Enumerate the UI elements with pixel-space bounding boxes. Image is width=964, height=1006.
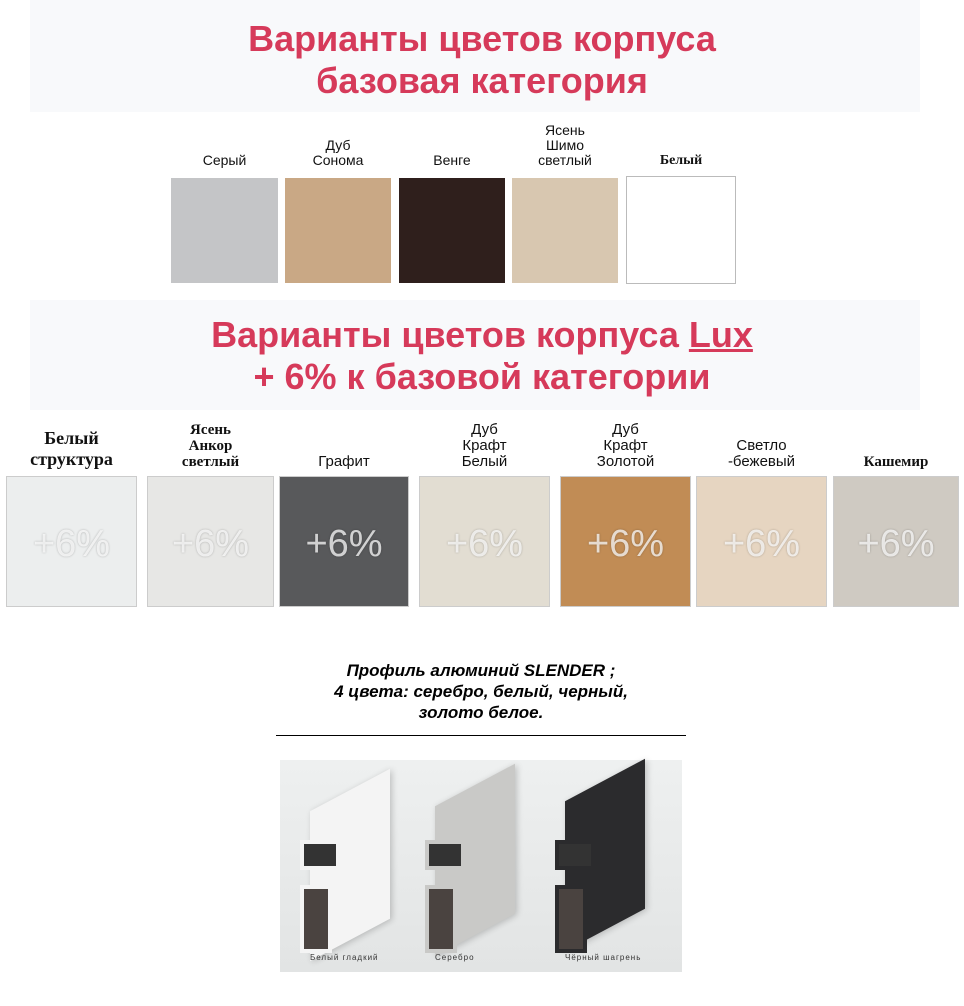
surcharge-badge: +6% [32,523,111,565]
surcharge-badge: +6% [445,523,524,565]
lux-color-swatch: +6% [6,476,137,607]
lux-title: Варианты цветов корпуса Lux + 6% к базов… [0,314,964,398]
base-color-label: Ясень Шимо светлый [538,122,592,168]
lux-header-bg [30,300,920,410]
surcharge-badge: +6% [857,523,935,565]
lux-title-line1: Варианты цветов корпуса [211,314,689,355]
lux-color-label: Белый структура [30,428,113,469]
lux-color-label: Дуб Крафт Золотой [596,421,655,470]
surcharge-badge: +6% [586,523,665,565]
profile-slot [425,885,457,953]
lux-color-label: Графит [318,453,370,470]
lux-color-swatch: +6% [560,476,691,607]
lux-title-line2: + 6% к базовой категории [253,356,711,397]
base-color-swatch [399,178,505,283]
profile-slot [425,840,465,870]
lux-color-swatch: +6% [279,476,409,607]
base-title-line2: базовая категория [316,60,648,101]
base-title-line1: Варианты цветов корпуса [248,18,716,59]
profile-photo: Белый гладкий Серебро Чёрный шагрень [280,758,682,972]
profile-slot [300,840,340,870]
lux-color-swatch: +6% [833,476,959,607]
base-color-label: Серый [202,152,247,168]
lux-color-label: Ясень Анкор светлый [181,422,240,470]
surcharge-badge: +6% [722,523,801,565]
lux-title-lux: Lux [688,314,753,355]
surcharge-badge: +6% [305,523,383,565]
base-color-label: Венге [433,152,471,168]
caption-line3: золото белое. [418,703,544,722]
lux-color-label: Дуб Крафт Белый [461,421,508,470]
profile-label: Белый гладкий [310,953,379,962]
base-title: Варианты цветов корпуса базовая категори… [0,18,964,102]
profile-label: Серебро [435,953,475,962]
lux-color-label: Кашемир [863,454,929,470]
surcharge-badge: +6% [171,523,250,565]
caption-line2: 4 цвета: серебро, белый, черный, [334,682,628,701]
lux-color-swatch: +6% [419,476,550,607]
lux-color-swatch: +6% [147,476,274,607]
profile-label: Чёрный шагрень [565,953,642,962]
lux-color-swatch: +6% [696,476,827,607]
caption-line1: Профиль алюминий SLENDER ; [346,661,616,680]
base-header-bg [30,0,920,112]
lux-color-label: Светло -бежевый [727,437,796,470]
base-color-label: Белый [659,153,703,168]
profile-slot [555,885,587,953]
base-color-swatch [512,178,618,283]
base-color-swatch [626,176,736,284]
divider [276,735,686,736]
profile-slot [300,885,332,953]
base-color-swatch [171,178,278,283]
base-color-swatch [285,178,391,283]
profile-slot [555,840,595,870]
base-color-label: Дуб Сонома [312,137,364,168]
profile-caption: Профиль алюминий SLENDER ; 4 цвета: сере… [276,660,686,723]
